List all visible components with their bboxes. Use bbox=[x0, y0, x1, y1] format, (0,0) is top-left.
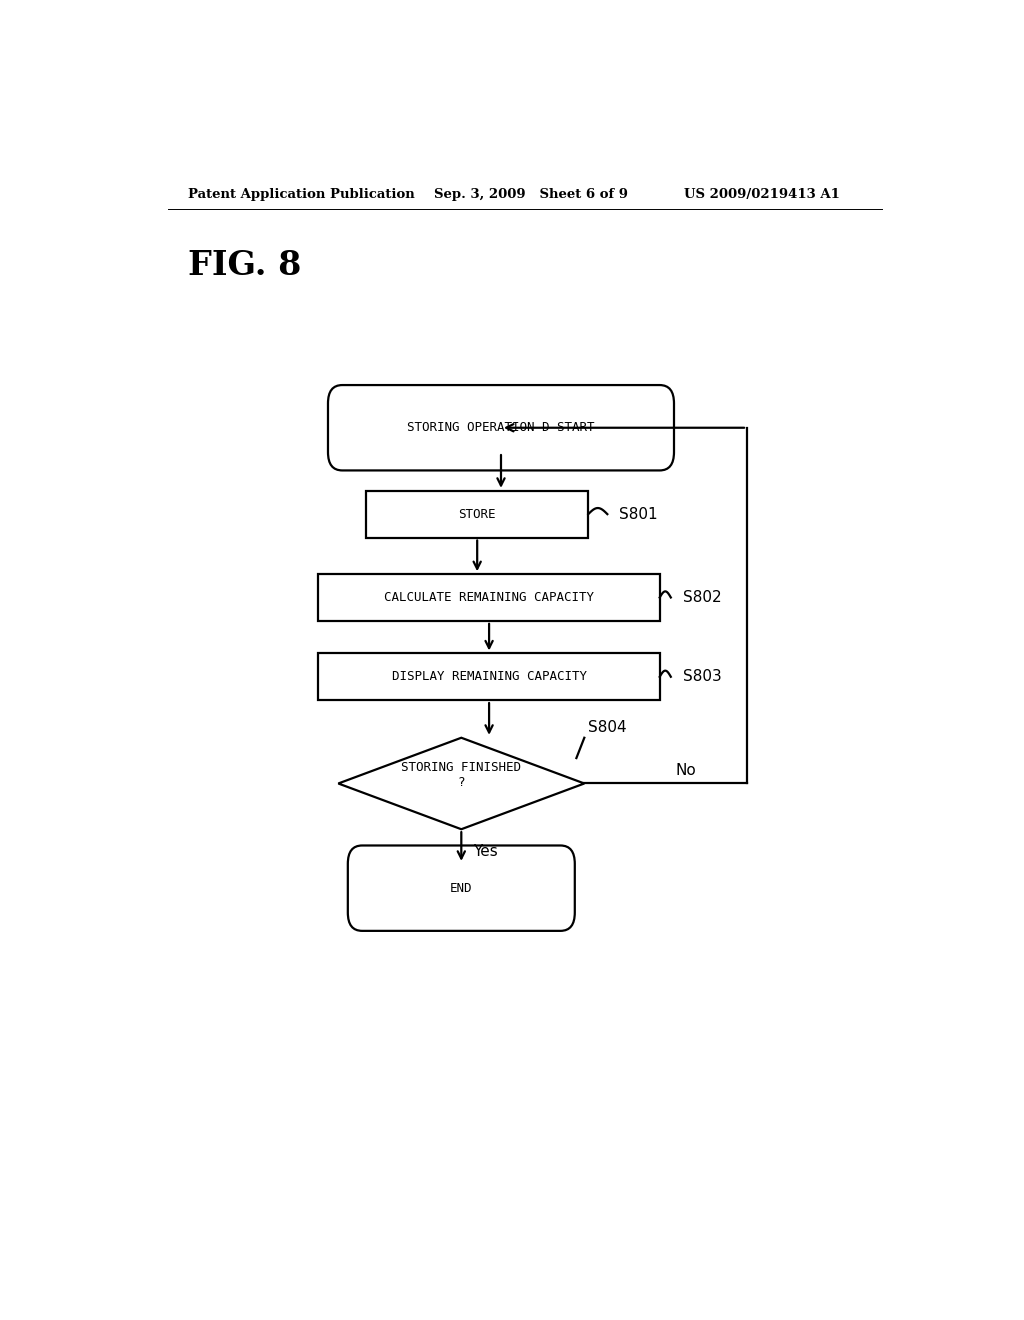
Bar bbox=[318, 574, 659, 620]
Polygon shape bbox=[338, 738, 585, 829]
Text: CALCULATE REMAINING CAPACITY: CALCULATE REMAINING CAPACITY bbox=[384, 591, 594, 605]
Text: S801: S801 bbox=[620, 507, 657, 521]
Bar bbox=[367, 491, 588, 537]
Text: Sep. 3, 2009   Sheet 6 of 9: Sep. 3, 2009 Sheet 6 of 9 bbox=[433, 189, 628, 202]
Text: STORING OPERATION D START: STORING OPERATION D START bbox=[408, 421, 595, 434]
FancyBboxPatch shape bbox=[328, 385, 674, 470]
Text: STORE: STORE bbox=[459, 508, 496, 520]
Text: S802: S802 bbox=[683, 590, 721, 605]
Text: STORING FINISHED
?: STORING FINISHED ? bbox=[401, 762, 521, 789]
Bar bbox=[318, 653, 659, 700]
Text: US 2009/0219413 A1: US 2009/0219413 A1 bbox=[684, 189, 840, 202]
Text: Patent Application Publication: Patent Application Publication bbox=[187, 189, 415, 202]
Text: END: END bbox=[451, 882, 472, 895]
Text: FIG. 8: FIG. 8 bbox=[187, 248, 301, 281]
Text: S804: S804 bbox=[588, 721, 627, 735]
Text: Yes: Yes bbox=[473, 843, 498, 859]
Text: No: No bbox=[676, 763, 696, 777]
FancyBboxPatch shape bbox=[348, 846, 574, 931]
Text: DISPLAY REMAINING CAPACITY: DISPLAY REMAINING CAPACITY bbox=[391, 671, 587, 684]
Text: S803: S803 bbox=[683, 669, 722, 684]
